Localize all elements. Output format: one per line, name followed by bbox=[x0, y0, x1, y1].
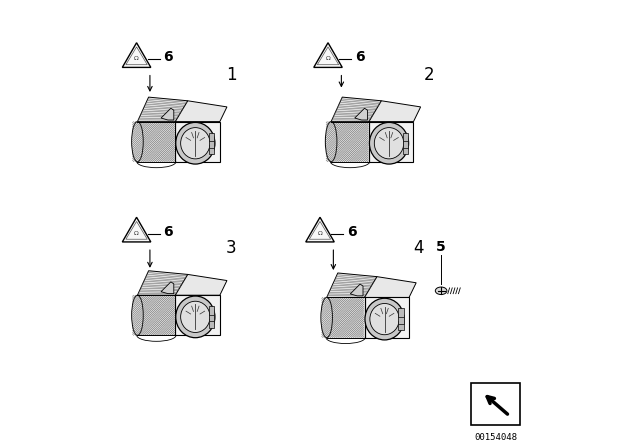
Text: Ω: Ω bbox=[326, 56, 330, 61]
Text: 6: 6 bbox=[347, 224, 356, 239]
Polygon shape bbox=[403, 133, 408, 142]
Polygon shape bbox=[175, 101, 227, 121]
Ellipse shape bbox=[374, 128, 404, 159]
Text: 6: 6 bbox=[163, 224, 173, 239]
Polygon shape bbox=[365, 277, 416, 297]
Polygon shape bbox=[331, 97, 381, 121]
Polygon shape bbox=[355, 108, 367, 120]
Polygon shape bbox=[398, 321, 404, 330]
Text: 3: 3 bbox=[226, 240, 236, 258]
Ellipse shape bbox=[435, 287, 447, 294]
Polygon shape bbox=[175, 295, 220, 335]
Polygon shape bbox=[138, 295, 175, 335]
Polygon shape bbox=[369, 101, 420, 121]
Text: 00154048: 00154048 bbox=[474, 433, 517, 442]
Ellipse shape bbox=[176, 296, 215, 338]
Text: 5: 5 bbox=[436, 240, 446, 254]
Ellipse shape bbox=[132, 121, 143, 162]
Polygon shape bbox=[161, 282, 174, 293]
Text: 1: 1 bbox=[226, 66, 236, 84]
Polygon shape bbox=[209, 139, 214, 148]
Ellipse shape bbox=[176, 122, 215, 164]
Bar bbox=[472, 383, 520, 425]
Polygon shape bbox=[175, 121, 220, 162]
Polygon shape bbox=[314, 43, 342, 67]
Polygon shape bbox=[365, 297, 409, 337]
Polygon shape bbox=[175, 275, 227, 295]
Polygon shape bbox=[161, 108, 174, 120]
Polygon shape bbox=[403, 139, 408, 148]
Polygon shape bbox=[398, 314, 404, 323]
Text: Ω: Ω bbox=[134, 231, 139, 236]
Ellipse shape bbox=[365, 298, 404, 340]
Polygon shape bbox=[209, 145, 214, 154]
Text: Ω: Ω bbox=[317, 231, 323, 236]
Polygon shape bbox=[369, 121, 413, 162]
Polygon shape bbox=[326, 297, 365, 337]
Ellipse shape bbox=[325, 121, 337, 162]
Polygon shape bbox=[209, 306, 214, 315]
Text: 4: 4 bbox=[413, 240, 424, 258]
Text: 6: 6 bbox=[163, 50, 173, 64]
Polygon shape bbox=[209, 133, 214, 142]
Polygon shape bbox=[331, 121, 369, 162]
Polygon shape bbox=[403, 145, 408, 154]
Polygon shape bbox=[122, 217, 151, 242]
Polygon shape bbox=[209, 319, 214, 327]
Ellipse shape bbox=[370, 303, 399, 335]
Ellipse shape bbox=[180, 128, 210, 159]
Polygon shape bbox=[306, 217, 334, 242]
Ellipse shape bbox=[180, 301, 210, 332]
Ellipse shape bbox=[321, 297, 332, 337]
Polygon shape bbox=[138, 121, 175, 162]
Polygon shape bbox=[398, 308, 404, 317]
Ellipse shape bbox=[369, 122, 408, 164]
Polygon shape bbox=[122, 43, 151, 67]
Polygon shape bbox=[326, 273, 377, 297]
Text: 6: 6 bbox=[355, 50, 364, 64]
Polygon shape bbox=[138, 97, 188, 121]
Polygon shape bbox=[138, 271, 188, 295]
Polygon shape bbox=[350, 284, 363, 296]
Text: 2: 2 bbox=[424, 66, 435, 84]
Polygon shape bbox=[209, 312, 214, 321]
Text: Ω: Ω bbox=[134, 56, 139, 61]
Ellipse shape bbox=[132, 295, 143, 335]
